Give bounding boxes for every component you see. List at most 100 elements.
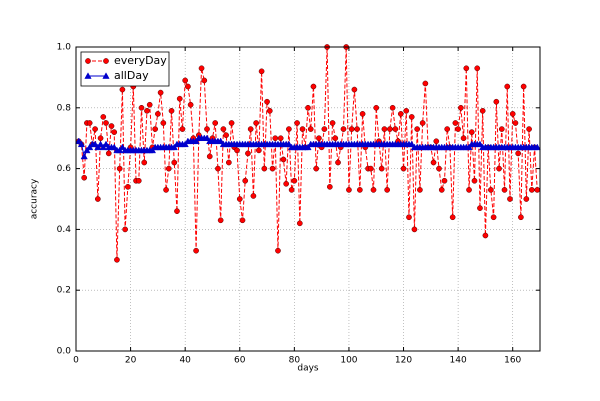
marker xyxy=(299,126,306,132)
marker xyxy=(215,165,221,172)
marker xyxy=(408,114,415,120)
marker xyxy=(206,153,213,160)
series xyxy=(75,134,541,160)
marker xyxy=(212,120,219,126)
marker xyxy=(283,180,290,187)
marker xyxy=(187,101,194,108)
marker xyxy=(400,165,407,172)
y-axis-label: accuracy xyxy=(30,178,40,219)
marker xyxy=(332,135,339,142)
legend-marker xyxy=(85,58,91,64)
marker xyxy=(247,126,254,132)
x-tick-label: 60 xyxy=(234,356,246,366)
x-tick-label: 40 xyxy=(179,356,191,366)
marker xyxy=(534,187,541,193)
marker xyxy=(160,120,167,126)
marker xyxy=(135,177,142,184)
marker xyxy=(266,107,273,114)
marker xyxy=(165,165,172,172)
marker xyxy=(444,126,451,132)
marker xyxy=(77,140,86,148)
marker xyxy=(422,80,429,87)
marker xyxy=(403,107,410,114)
marker xyxy=(359,111,366,117)
marker xyxy=(75,137,83,145)
marker xyxy=(193,247,199,254)
marker xyxy=(81,174,88,181)
marker xyxy=(414,126,421,132)
marker xyxy=(116,165,123,172)
legend-label: allDay xyxy=(114,69,149,82)
marker xyxy=(253,120,259,126)
marker xyxy=(114,256,120,263)
marker xyxy=(256,147,262,154)
marker xyxy=(96,140,105,148)
marker xyxy=(258,68,265,75)
marker xyxy=(217,137,225,145)
marker xyxy=(152,126,159,132)
marker xyxy=(272,135,279,142)
marker xyxy=(275,247,281,254)
legend-label: everyDay xyxy=(114,54,167,67)
marker xyxy=(285,140,293,148)
marker xyxy=(291,177,298,184)
marker xyxy=(471,177,478,184)
marker xyxy=(102,140,110,148)
marker xyxy=(392,126,399,132)
marker xyxy=(321,126,328,132)
marker xyxy=(203,134,211,142)
marker xyxy=(520,83,527,90)
marker xyxy=(111,129,118,135)
marker xyxy=(119,86,126,93)
marker xyxy=(515,150,522,157)
marker xyxy=(501,187,508,193)
marker xyxy=(296,220,303,227)
marker xyxy=(86,120,93,126)
marker xyxy=(329,120,336,126)
marker xyxy=(234,147,240,154)
marker xyxy=(176,95,183,102)
marker xyxy=(430,159,437,166)
marker xyxy=(122,226,128,233)
marker xyxy=(103,120,109,126)
x-tick-label: 100 xyxy=(340,356,357,366)
marker xyxy=(476,140,484,148)
marker xyxy=(91,140,99,148)
legend-marker xyxy=(84,72,92,79)
marker xyxy=(250,193,257,199)
marker xyxy=(384,187,391,193)
marker xyxy=(389,104,396,111)
marker xyxy=(523,196,530,202)
legend: everyDay allDay xyxy=(80,51,170,87)
x-tick-label: 80 xyxy=(289,356,301,366)
marker xyxy=(468,129,475,135)
series xyxy=(75,44,541,263)
marker xyxy=(269,165,276,172)
marker xyxy=(144,107,150,114)
marker xyxy=(436,165,442,172)
y-tick-label: 0.0 xyxy=(57,347,72,357)
marker xyxy=(466,187,472,193)
marker xyxy=(225,159,232,166)
marker xyxy=(105,150,112,157)
marker xyxy=(245,150,251,157)
legend-box xyxy=(80,51,170,87)
marker xyxy=(449,214,456,221)
x-tick-label: 120 xyxy=(395,356,412,366)
marker xyxy=(201,77,208,84)
marker xyxy=(477,205,483,211)
marker xyxy=(288,187,295,193)
marker xyxy=(357,187,363,193)
marker xyxy=(533,143,541,151)
marker xyxy=(228,120,235,126)
y-tick-label: 0.8 xyxy=(57,103,72,113)
marker xyxy=(335,159,341,166)
marker xyxy=(417,187,423,193)
marker xyxy=(138,104,145,111)
marker xyxy=(80,152,88,160)
marker xyxy=(307,126,314,132)
marker xyxy=(504,83,511,90)
marker xyxy=(155,111,161,117)
marker xyxy=(146,101,153,108)
marker xyxy=(455,126,461,132)
